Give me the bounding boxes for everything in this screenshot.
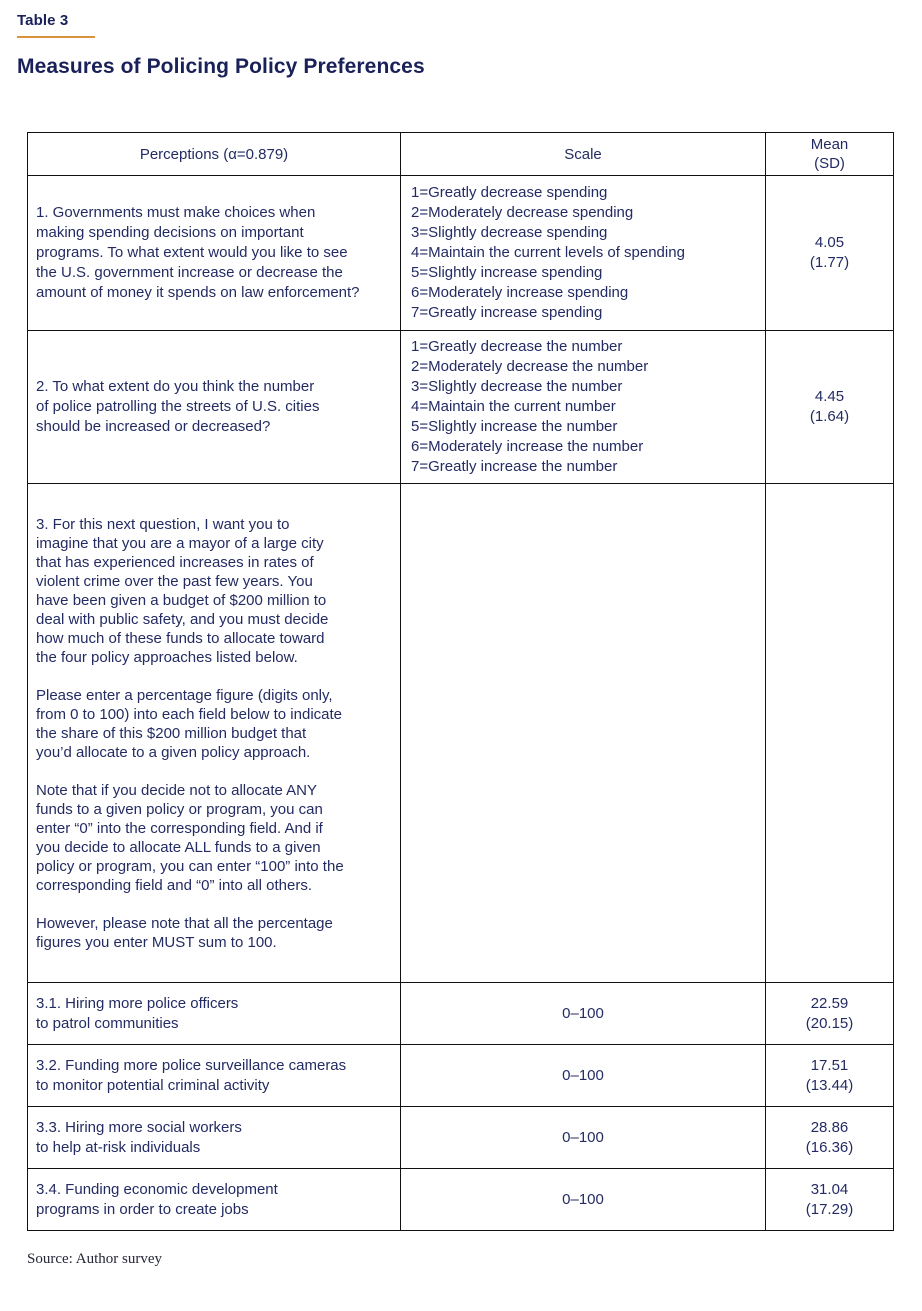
perception-cell: 3.4. Funding economic development progra… xyxy=(27,1168,401,1231)
table-row-q3-4: 3.4. Funding economic development progra… xyxy=(27,1168,894,1231)
mean-cell: 31.04 (17.29) xyxy=(765,1168,894,1231)
table-row-q3-1: 3.1. Hiring more police officers to patr… xyxy=(27,982,894,1045)
scale-cell: 1=Greatly decrease the number 2=Moderate… xyxy=(400,330,766,484)
table-row-q3-3: 3.3. Hiring more social workers to help … xyxy=(27,1106,894,1169)
col-header-scale: Scale xyxy=(400,132,766,176)
mean-cell: 17.51 (13.44) xyxy=(765,1044,894,1107)
page: Table 3 Measures of Policing Policy Pref… xyxy=(17,12,894,1267)
page-title: Measures of Policing Policy Preferences xyxy=(17,55,425,78)
mean-cell: 4.05 (1.77) xyxy=(765,175,894,331)
scale-cell: 0–100 xyxy=(400,1044,766,1107)
mean-cell: 22.59 (20.15) xyxy=(765,982,894,1045)
perception-cell: 3.3. Hiring more social workers to help … xyxy=(27,1106,401,1169)
perception-cell: 3. For this next question, I want you to… xyxy=(27,483,401,983)
policy-preferences-table: Perceptions (α=0.879) Scale Mean (SD) 1.… xyxy=(27,132,894,1231)
table-row-q3: 3. For this next question, I want you to… xyxy=(27,483,894,983)
table-row-q2: 2. To what extent do you think the numbe… xyxy=(27,330,894,484)
perception-cell: 2. To what extent do you think the numbe… xyxy=(27,330,401,484)
perception-cell: 1. Governments must make choices when ma… xyxy=(27,175,401,331)
table-row-q1: 1. Governments must make choices when ma… xyxy=(27,175,894,331)
table-row-q3-2: 3.2. Funding more police surveillance ca… xyxy=(27,1044,894,1107)
mean-cell xyxy=(765,483,894,983)
table-header-row: Perceptions (α=0.879) Scale Mean (SD) xyxy=(27,132,894,176)
mean-cell: 28.86 (16.36) xyxy=(765,1106,894,1169)
scale-cell: 0–100 xyxy=(400,982,766,1045)
scale-cell: 1=Greatly decrease spending 2=Moderately… xyxy=(400,175,766,331)
perception-cell: 3.1. Hiring more police officers to patr… xyxy=(27,982,401,1045)
scale-cell xyxy=(400,483,766,983)
source-note: Source: Author survey xyxy=(27,1251,162,1267)
perception-cell: 3.2. Funding more police surveillance ca… xyxy=(27,1044,401,1107)
scale-cell: 0–100 xyxy=(400,1106,766,1169)
mean-cell: 4.45 (1.64) xyxy=(765,330,894,484)
accent-underline xyxy=(17,36,95,38)
col-header-perceptions: Perceptions (α=0.879) xyxy=(27,132,401,176)
table-label: Table 3 xyxy=(17,12,69,29)
col-header-mean: Mean (SD) xyxy=(765,132,894,176)
scale-cell: 0–100 xyxy=(400,1168,766,1231)
